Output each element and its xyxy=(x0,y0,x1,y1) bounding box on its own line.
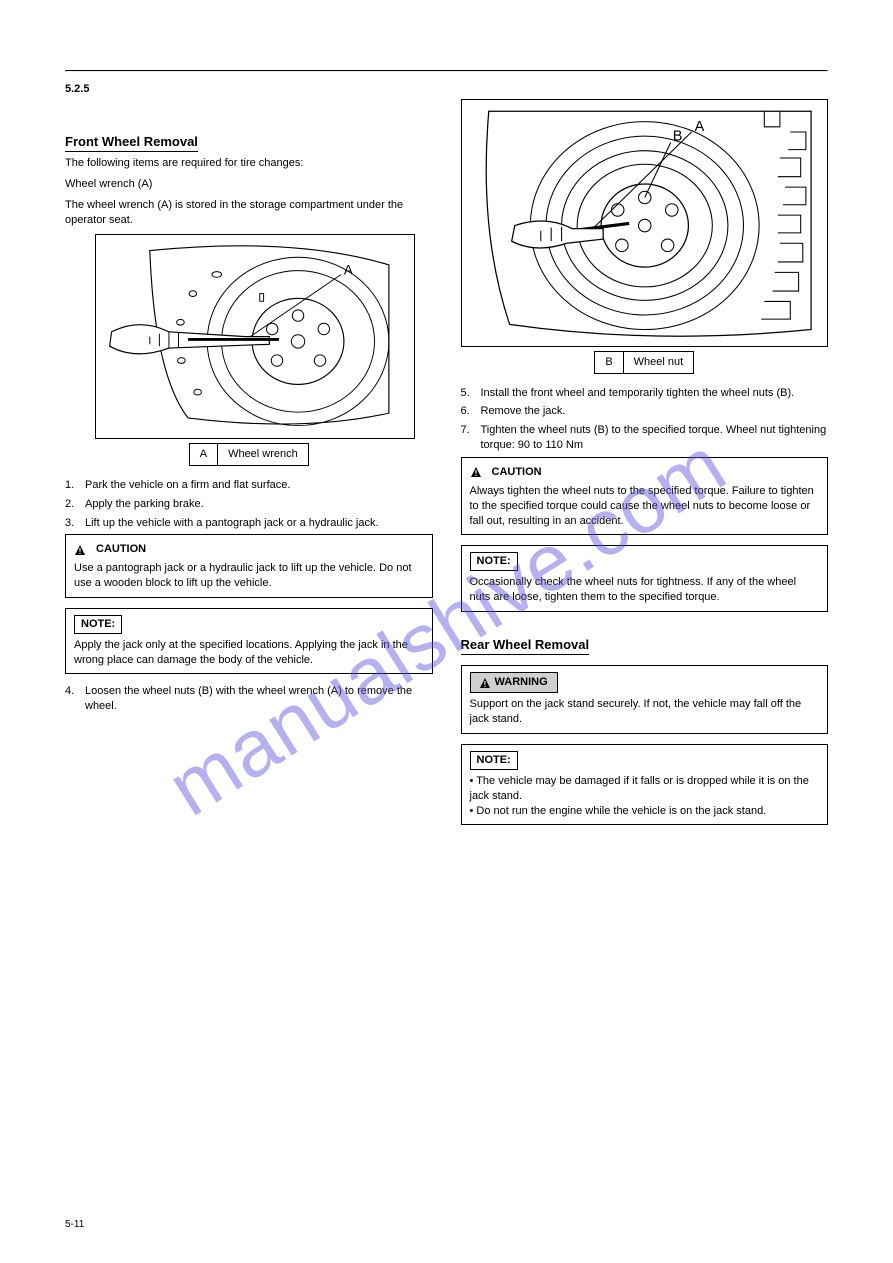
warning-body: Support on the jack stand securely. If n… xyxy=(470,697,820,727)
intro-text-3: The wheel wrench (A) is stored in the st… xyxy=(65,198,433,228)
step-body: Apply the parking brake. xyxy=(85,497,433,512)
step-body: Remove the jack. xyxy=(481,404,829,419)
step-1: 1. Park the vehicle on a firm and flat s… xyxy=(65,478,433,493)
note-body-line2: • Do not run the engine while the vehicl… xyxy=(470,804,820,819)
step-num: 3. xyxy=(65,516,79,531)
step-3: 3. Lift up the vehicle with a pantograph… xyxy=(65,516,433,531)
section-number: 5.2.5 xyxy=(65,82,828,97)
step-num: 2. xyxy=(65,497,79,512)
step-5: 5. Install the front wheel and temporari… xyxy=(461,386,829,401)
section-title-rear: Rear Wheel Removal xyxy=(461,636,590,656)
note-label: NOTE: xyxy=(470,751,518,770)
note-body: Apply the jack only at the specified loc… xyxy=(74,638,424,668)
page-root: 5.2.5 Front Wheel Removal The following … xyxy=(0,0,893,865)
header-rule xyxy=(65,70,828,72)
intro-text-2: Wheel wrench (A) xyxy=(65,177,433,192)
intro-text-1: The following items are required for tir… xyxy=(65,156,433,171)
warning-box: ! WARNING Support on the jack stand secu… xyxy=(461,665,829,734)
fig-label-key: A xyxy=(189,444,217,466)
wheel-wrench-illustration: A xyxy=(102,241,408,432)
page-number: 5-11 xyxy=(65,1218,84,1232)
svg-text:!: ! xyxy=(474,469,477,478)
step-body: Lift up the vehicle with a pantograph ja… xyxy=(85,516,433,531)
note-box-3: NOTE: • The vehicle may be damaged if it… xyxy=(461,744,829,825)
caution-label: CAUTION xyxy=(486,464,548,481)
wheel-nut-illustration: A B xyxy=(468,106,822,340)
figure-label-table-left: A Wheel wrench xyxy=(189,443,309,466)
fig-label-val: Wheel nut xyxy=(623,351,694,373)
step-body: Park the vehicle on a firm and flat surf… xyxy=(85,478,433,493)
caution-box-1: ! CAUTION Use a pantograph jack or a hyd… xyxy=(65,534,433,598)
callout-b-right: B xyxy=(672,128,682,144)
fig-label-val: Wheel wrench xyxy=(218,444,309,466)
caution-box-2: ! CAUTION Always tighten the wheel nuts … xyxy=(461,457,829,535)
warning-triangle-icon: ! xyxy=(479,677,491,689)
step-4: 4. Loosen the wheel nuts (B) with the wh… xyxy=(65,684,433,714)
two-column-layout: Front Wheel Removal The following items … xyxy=(65,99,828,836)
step-body: Install the front wheel and temporarily … xyxy=(481,386,829,401)
warning-header: ! WARNING xyxy=(470,672,558,693)
warning-label: WARNING xyxy=(495,675,548,690)
warning-triangle-icon: ! xyxy=(74,544,86,556)
callout-a-right: A xyxy=(694,119,704,135)
note-label: NOTE: xyxy=(74,615,122,634)
step-num: 7. xyxy=(461,423,475,453)
step-body: Loosen the wheel nuts (B) with the wheel… xyxy=(85,684,433,714)
warning-triangle-icon: ! xyxy=(470,466,482,478)
caution-body: Use a pantograph jack or a hydraulic jac… xyxy=(74,561,424,591)
step-num: 4. xyxy=(65,684,79,714)
figure-wheel-wrench: A xyxy=(95,234,415,439)
note-label: NOTE: xyxy=(470,552,518,571)
svg-text:!: ! xyxy=(483,680,486,689)
section-title-front: Front Wheel Removal xyxy=(65,133,198,153)
figure-wheel-nut: A B xyxy=(461,99,829,347)
step-body: Tighten the wheel nuts (B) to the specif… xyxy=(481,423,829,453)
step-num: 6. xyxy=(461,404,475,419)
caution-label: CAUTION xyxy=(90,541,152,558)
left-column: Front Wheel Removal The following items … xyxy=(65,99,433,836)
svg-text:!: ! xyxy=(79,547,82,556)
fig-label-key: B xyxy=(595,351,623,373)
step-6: 6. Remove the jack. xyxy=(461,404,829,419)
step-num: 1. xyxy=(65,478,79,493)
figure-label-table-right: B Wheel nut xyxy=(594,351,694,374)
note-body: Occasionally check the wheel nuts for ti… xyxy=(470,575,820,605)
step-2: 2. Apply the parking brake. xyxy=(65,497,433,512)
note-box-1: NOTE: Apply the jack only at the specifi… xyxy=(65,608,433,675)
right-column: A B B Wheel nut 5. Install the front whe… xyxy=(461,99,829,836)
note-box-2: NOTE: Occasionally check the wheel nuts … xyxy=(461,545,829,612)
callout-a: A xyxy=(344,262,353,277)
caution-body: Always tighten the wheel nuts to the spe… xyxy=(470,484,820,529)
step-num: 5. xyxy=(461,386,475,401)
note-body-line1: • The vehicle may be damaged if it falls… xyxy=(470,774,820,804)
step-7: 7. Tighten the wheel nuts (B) to the spe… xyxy=(461,423,829,453)
